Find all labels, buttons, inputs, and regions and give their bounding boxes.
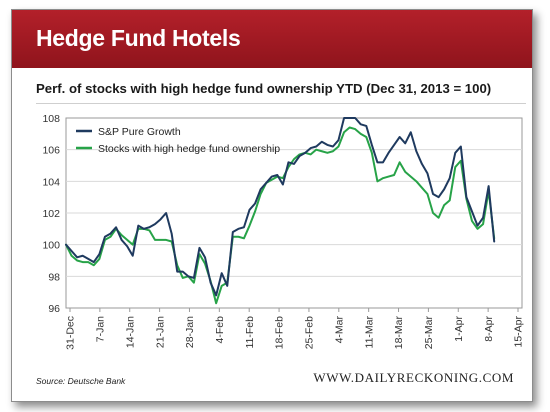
series-group	[65, 117, 496, 305]
source-note: Source: Deutsche Bank	[36, 376, 126, 386]
x-tick-label: 8-Apr	[483, 316, 495, 342]
x-tick-label: 4-Feb	[214, 316, 226, 344]
banner-title: Hedge Fund Hotels	[36, 25, 241, 51]
x-tick-label: 1-Apr	[453, 316, 465, 342]
y-tick-label: 98	[48, 271, 60, 283]
x-tick-label: 25-Mar	[423, 316, 435, 350]
x-tick-label: 18-Mar	[393, 316, 405, 350]
line-chart: 96 98 100 102 104 106 108 31-Dec 7-Jan 14-Jan 21-…	[42, 113, 525, 350]
y-tick-label: 108	[42, 113, 60, 125]
x-tick-label: 18-Feb	[274, 316, 286, 349]
y-tick-label: 104	[42, 176, 60, 188]
site-url: WWW.DAILYRECKONING.COM	[313, 370, 514, 385]
x-axis-ticks: 31-Dec 7-Jan 14-Jan 21-Jan 28-Jan 4-Feb 11-Feb…	[65, 308, 525, 350]
x-tick-label: 11-Feb	[244, 316, 256, 349]
chart-title: Perf. of stocks with high hedge fund own…	[36, 81, 492, 96]
x-tick-label: 31-Dec	[65, 316, 77, 350]
x-tick-label: 11-Mar	[363, 316, 375, 349]
x-tick-label: 25-Feb	[304, 316, 316, 349]
chart-card: Hedge Fund Hotels Perf. of stocks with h…	[11, 9, 533, 402]
x-tick-label: 7-Jan	[95, 316, 107, 342]
legend-label: S&P Pure Growth	[98, 126, 181, 138]
title-divider	[36, 103, 526, 104]
x-tick-label: 21-Jan	[154, 316, 166, 348]
series-line-sp-pure-growth	[65, 117, 496, 297]
grid	[65, 117, 523, 309]
banner: Hedge Fund Hotels	[12, 10, 532, 68]
x-tick-label: 28-Jan	[184, 316, 196, 348]
x-tick-label: 15-Apr	[513, 315, 525, 347]
y-tick-label: 100	[42, 240, 60, 252]
legend-label: Stocks with high hedge fund ownership	[98, 143, 280, 155]
legend: S&P Pure Growth Stocks with high hedge fu…	[76, 126, 280, 155]
y-tick-label: 102	[42, 208, 60, 220]
y-axis-ticks: 96 98 100 102 104 106 108	[42, 113, 60, 315]
x-tick-label: 14-Jan	[124, 316, 136, 348]
x-tick-label: 4-Mar	[333, 315, 345, 343]
y-tick-label: 96	[48, 303, 60, 315]
y-tick-label: 106	[42, 145, 60, 157]
